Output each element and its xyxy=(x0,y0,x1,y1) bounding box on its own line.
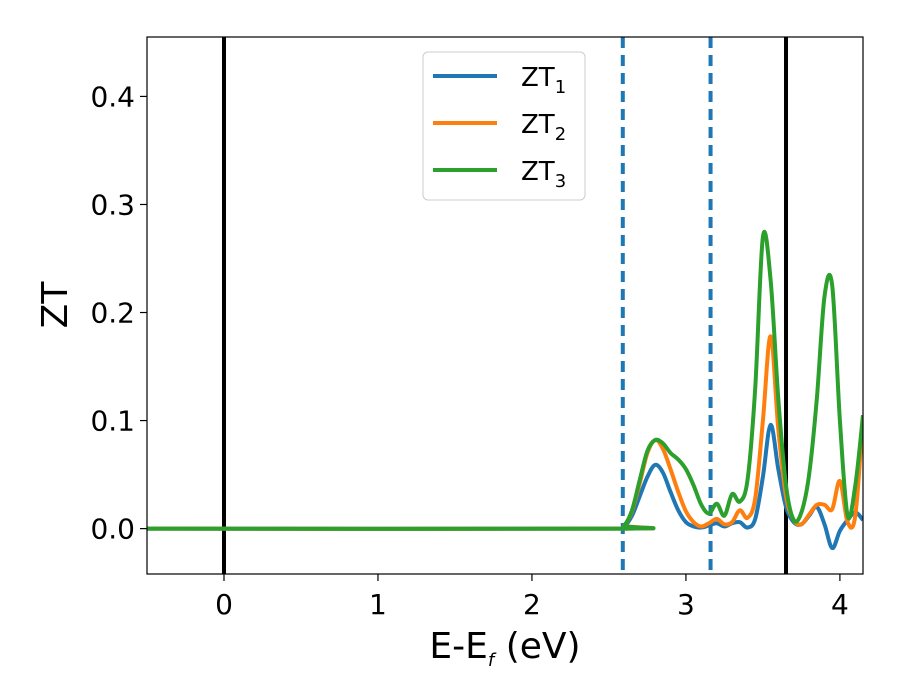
legend: ZT1 ZT2 ZT3 xyxy=(422,51,586,201)
x-tick-label: 4 xyxy=(831,588,849,621)
x-tick-label: 3 xyxy=(677,588,695,621)
y-tick-label: 0.3 xyxy=(90,188,135,221)
x-tick-label: 0 xyxy=(215,588,233,621)
y-axis: 0.0 0.1 0.2 0.3 0.4 xyxy=(90,80,147,546)
series-line-zt3 xyxy=(147,229,863,531)
x-axis-label: E-Ef (eV) xyxy=(429,626,580,671)
y-tick-label: 0.4 xyxy=(90,80,135,113)
plot-area xyxy=(147,37,863,574)
legend-label-zt3: ZT3 xyxy=(521,157,566,192)
x-axis: 0 1 2 3 4 xyxy=(215,574,849,621)
y-tick-label: 0.1 xyxy=(90,405,135,438)
legend-box xyxy=(422,51,586,201)
x-tick-label: 1 xyxy=(369,588,387,621)
y-tick-label: 0.0 xyxy=(90,513,135,546)
y-tick-label: 0.2 xyxy=(90,297,135,330)
plot-frame xyxy=(146,36,864,575)
legend-label-zt1: ZT1 xyxy=(521,63,566,98)
legend-label-zt2: ZT2 xyxy=(521,110,566,145)
y-axis-label: ZT xyxy=(35,281,76,329)
x-tick-label: 2 xyxy=(523,588,541,621)
